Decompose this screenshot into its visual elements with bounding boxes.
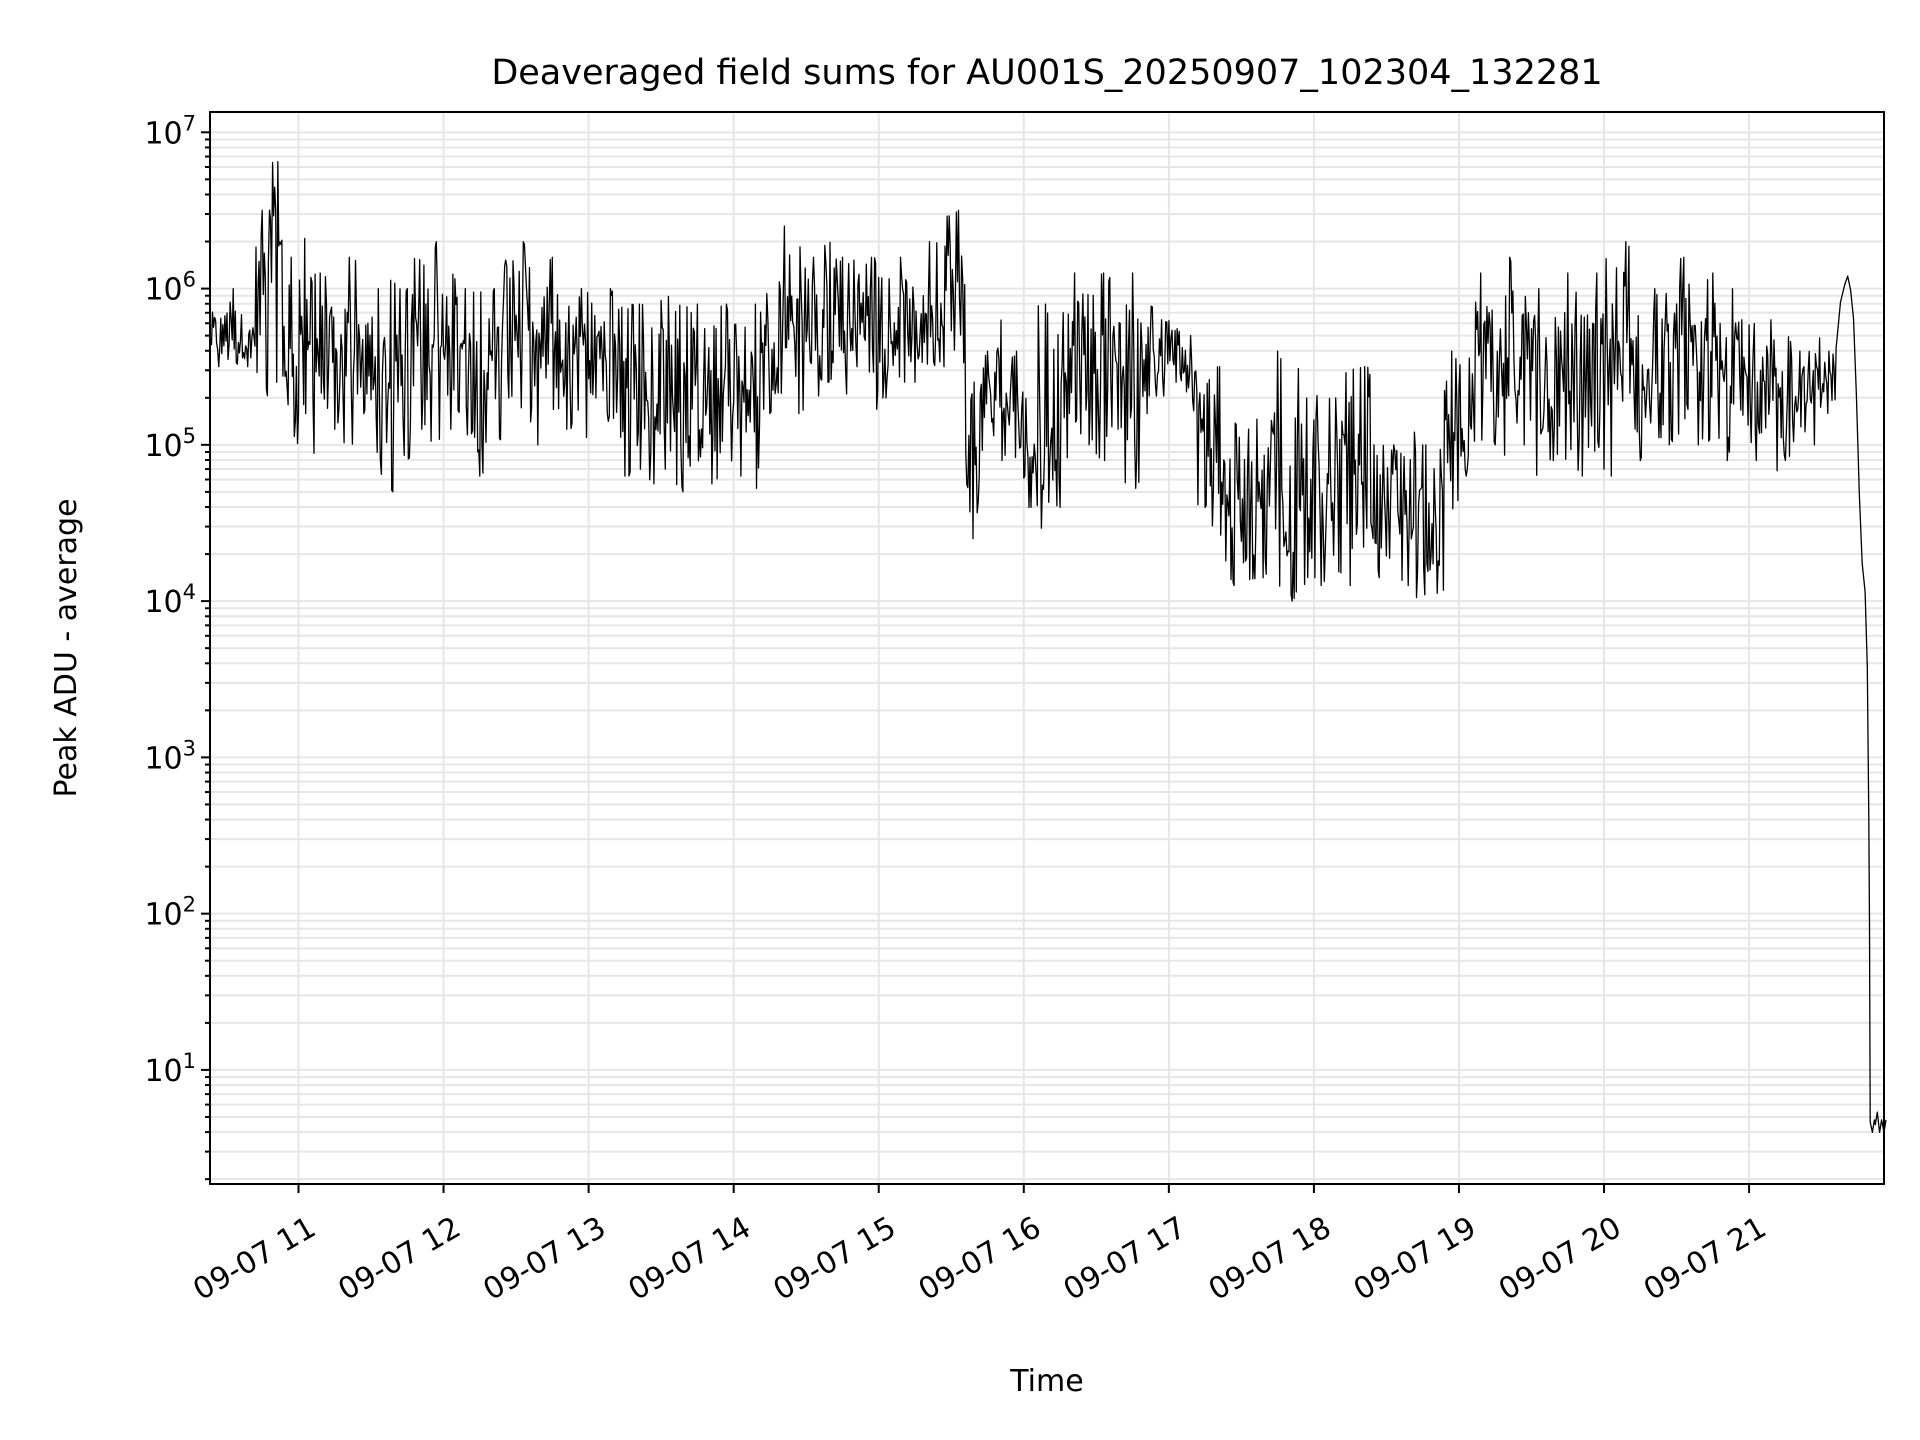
- y-tick-base: 10: [144, 429, 182, 464]
- x-tick-label: 09-07 11: [187, 1210, 321, 1308]
- y-tick-label: 103: [144, 736, 196, 776]
- y-tick-label: 107: [144, 111, 196, 151]
- y-tick-exponent: 2: [183, 893, 196, 917]
- x-axis: 09-07 11 09-07 12 09-07 13 09-07 14 09-07 15…: [187, 1184, 1772, 1308]
- y-tick-exponent: 5: [183, 424, 196, 448]
- y-tick-base: 10: [144, 273, 182, 308]
- y-tick-base: 10: [144, 585, 182, 620]
- x-tick-label: 09-07 14: [623, 1210, 757, 1308]
- x-tick-label: 09-07 13: [478, 1210, 612, 1308]
- y-tick-label: 101: [144, 1049, 196, 1089]
- x-tick-label: 09-07 12: [332, 1210, 466, 1308]
- x-axis-label: Time: [1009, 1364, 1083, 1399]
- y-tick-exponent: 3: [183, 736, 196, 760]
- x-tick-label: 09-07 17: [1058, 1210, 1192, 1308]
- data-line: [209, 161, 1887, 1134]
- y-tick-base: 10: [144, 1054, 182, 1089]
- x-tick-label: 09-07 19: [1348, 1210, 1482, 1308]
- x-tick-label: 09-07 20: [1493, 1210, 1627, 1308]
- y-tick-label: 106: [144, 268, 196, 308]
- y-tick-label: 105: [144, 424, 196, 464]
- y-tick-label: 102: [144, 893, 196, 933]
- data-series: [209, 161, 1887, 1134]
- x-tick-label: 09-07 18: [1203, 1210, 1337, 1308]
- y-tick-label: 104: [144, 580, 196, 620]
- grid: [210, 112, 1884, 1184]
- y-tick-base: 10: [144, 116, 182, 151]
- y-axis-label: Peak ADU - average: [49, 498, 84, 797]
- x-tick-label: 09-07 16: [913, 1210, 1047, 1308]
- y-tick-exponent: 7: [183, 111, 196, 135]
- y-tick-exponent: 6: [183, 268, 196, 292]
- y-tick-base: 10: [144, 898, 182, 933]
- x-tick-label: 09-07 15: [768, 1210, 902, 1308]
- y-tick-exponent: 4: [183, 580, 196, 604]
- x-tick-label: 09-07 21: [1638, 1210, 1772, 1308]
- y-tick-exponent: 1: [183, 1049, 196, 1073]
- y-tick-base: 10: [144, 741, 182, 776]
- chart-title: Deaveraged field sums for AU001S_2025090…: [491, 53, 1602, 93]
